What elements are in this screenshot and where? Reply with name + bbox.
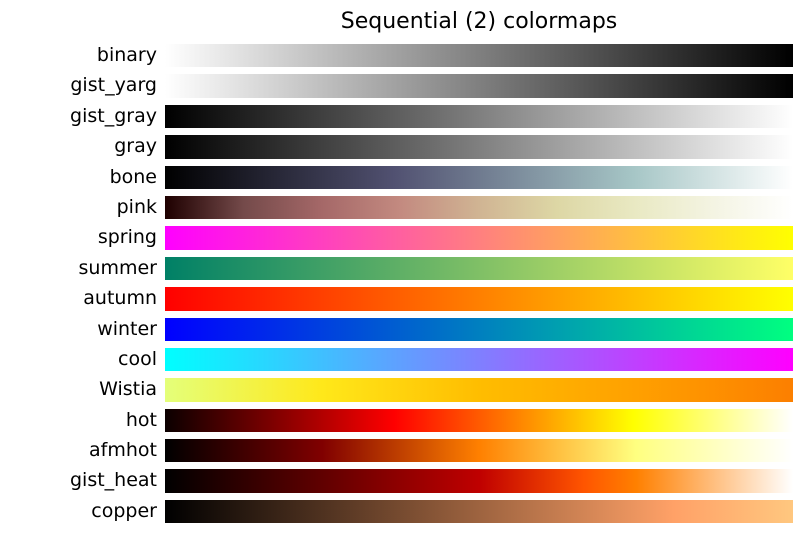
colormap-label-spring: spring — [97, 226, 157, 249]
colormap-row-gist_gray: gist_gray — [0, 104, 800, 129]
colormap-gradient-bar-winter — [165, 317, 793, 341]
colormap-label-hot: hot — [125, 408, 157, 431]
colormap-label-cool: cool — [118, 347, 157, 370]
colormap-label-binary: binary — [96, 44, 157, 66]
colormap-row-copper: copper — [0, 499, 800, 524]
colormap-row-bone: bone — [0, 165, 800, 189]
colormap-row-pink: pink — [0, 195, 800, 220]
colormap-row-Wistia: Wistia — [0, 378, 800, 402]
colormap-row-gist_heat: gist_heat — [0, 469, 800, 493]
colormap-row-afmhot: afmhot — [0, 439, 800, 463]
colormap-label-pink: pink — [116, 195, 157, 218]
colormap-label-Wistia: Wistia — [99, 378, 157, 401]
colormap-gradient-bar-Wistia — [165, 378, 793, 402]
colormap-label-winter: winter — [97, 317, 157, 340]
colormap-label-bone: bone — [109, 165, 157, 188]
colormap-label-gist_yarg: gist_yarg — [70, 74, 157, 97]
colormap-gradient-bar-gist_heat — [165, 469, 793, 493]
colormap-gradient-bar-binary — [165, 44, 793, 68]
colormap-row-autumn: autumn — [0, 287, 800, 311]
colormap-gradient-bar-gist_yarg — [165, 74, 793, 98]
colormap-gradient-bar-autumn — [165, 287, 793, 311]
colormap-row-gist_yarg: gist_yarg — [0, 74, 800, 98]
colormap-row-hot: hot — [0, 408, 800, 433]
colormap-gradient-bar-cool — [165, 347, 793, 372]
colormap-gradient-bar-copper — [165, 499, 793, 524]
colormap-gradient-bar-afmhot — [165, 439, 793, 463]
colormap-row-gray: gray — [0, 135, 800, 159]
colormap-row-binary: binary — [0, 44, 800, 68]
colormap-row-summer: summer — [0, 256, 800, 281]
colormap-gradient-bar-summer — [165, 256, 793, 281]
colormap-row-spring: spring — [0, 226, 800, 250]
colormap-gradient-bar-spring — [165, 226, 793, 250]
colormap-gradient-bar-gist_gray — [165, 104, 793, 129]
colormap-label-gist_gray: gist_gray — [70, 104, 157, 127]
colormap-label-gray: gray — [114, 135, 157, 158]
colormap-gradient-bar-pink — [165, 195, 793, 220]
colormap-gradient-bar-bone — [165, 165, 793, 189]
colormap-row-winter: winter — [0, 317, 800, 341]
colormap-label-summer: summer — [78, 256, 157, 279]
figure-title: Sequential (2) colormaps — [340, 9, 618, 34]
colormap-label-gist_heat: gist_heat — [69, 469, 157, 492]
colormap-label-copper: copper — [91, 499, 157, 522]
colormap-gradient-bar-gray — [165, 135, 793, 159]
colormap-row-cool: cool — [0, 347, 800, 372]
colormap-gradient-bar-hot — [165, 408, 793, 433]
colormap-label-autumn: autumn — [83, 287, 157, 310]
colormap-label-afmhot: afmhot — [89, 439, 157, 462]
